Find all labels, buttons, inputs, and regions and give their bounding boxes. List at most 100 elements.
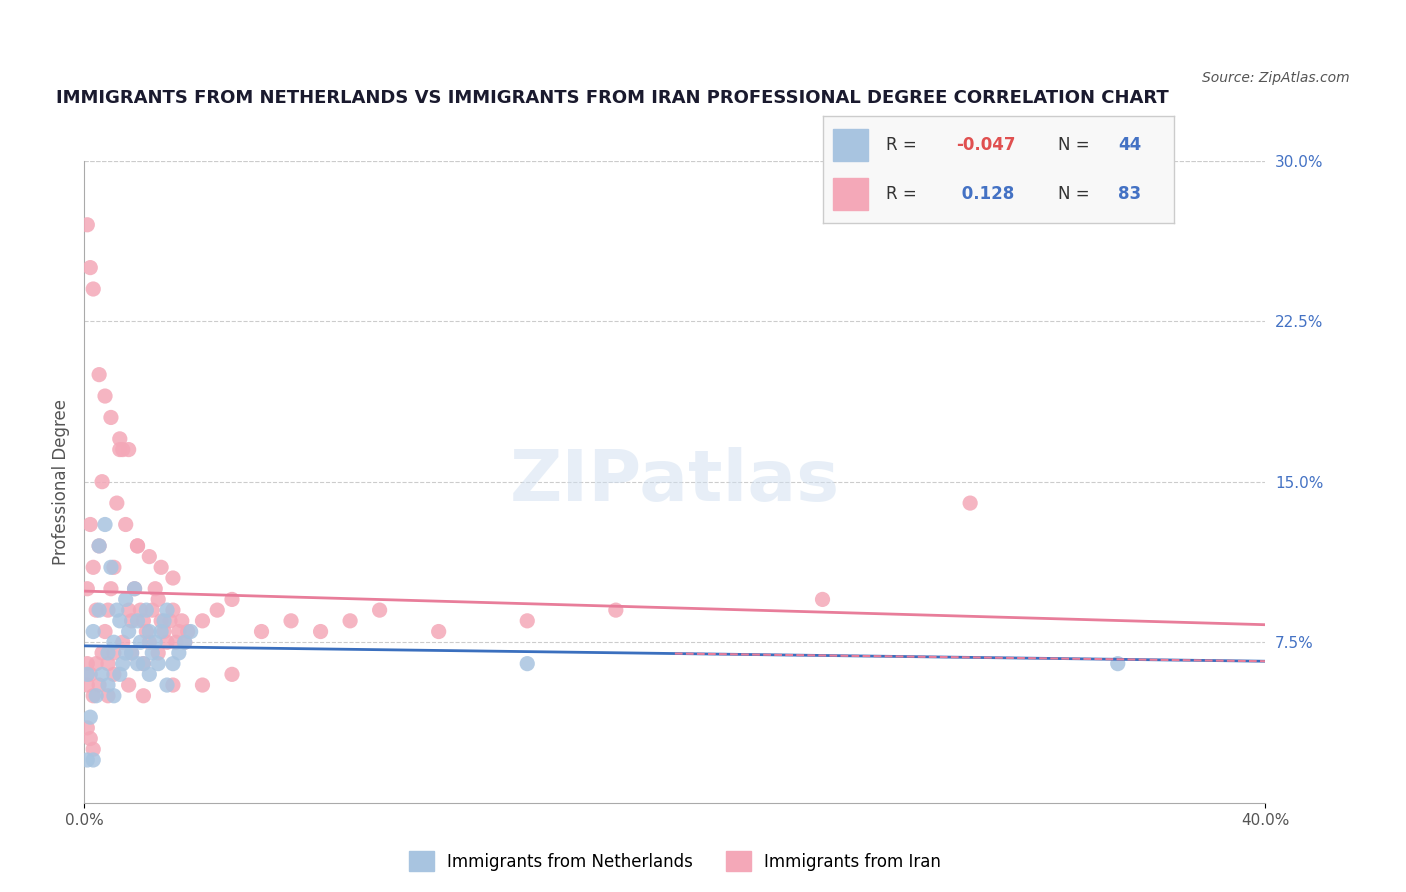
Text: N =: N = (1059, 136, 1095, 153)
Point (605, 603, 627, 617)
Point (118, 603, 141, 617)
Point (156, 603, 179, 617)
Point (114, 517, 136, 532)
Point (516, 614, 538, 628)
Point (111, 442, 134, 457)
Point (148, 592, 170, 607)
Point (89, 539, 111, 553)
Point (221, 667, 243, 681)
Point (89, 678, 111, 692)
Point (79, 517, 101, 532)
Point (84, 657, 107, 671)
Point (118, 442, 141, 457)
Point (108, 667, 131, 681)
Legend: Immigrants from Netherlands, Immigrants from Iran: Immigrants from Netherlands, Immigrants … (402, 845, 948, 878)
Point (129, 603, 152, 617)
Point (103, 635, 125, 649)
Point (76, 582, 98, 596)
Point (114, 646, 136, 660)
Point (118, 678, 141, 692)
Point (124, 582, 146, 596)
Point (100, 582, 122, 596)
Point (205, 603, 228, 617)
Point (105, 603, 128, 617)
Point (94, 517, 117, 532)
Point (94, 389, 117, 403)
Point (105, 496, 128, 510)
Point (91, 646, 114, 660)
Point (150, 560, 173, 574)
Point (132, 657, 155, 671)
Point (121, 614, 143, 628)
Point (111, 635, 134, 649)
Point (159, 614, 181, 628)
Point (170, 614, 193, 628)
Point (148, 646, 170, 660)
Point (135, 603, 157, 617)
Point (180, 624, 202, 639)
Point (173, 635, 195, 649)
Text: R =: R = (886, 136, 922, 153)
Point (1107, 657, 1129, 671)
Point (91, 475, 114, 489)
Point (97, 646, 120, 660)
Point (162, 571, 184, 585)
Bar (832, 128, 868, 161)
Point (138, 624, 160, 639)
Point (91, 667, 114, 681)
Point (127, 539, 149, 553)
Point (97, 603, 120, 617)
Point (135, 624, 157, 639)
Point (368, 603, 391, 617)
Point (108, 614, 131, 628)
Point (132, 689, 155, 703)
Point (89, 368, 111, 382)
Point (127, 657, 149, 671)
Bar (832, 178, 868, 211)
Point (84, 689, 107, 703)
Point (150, 624, 173, 639)
Point (138, 667, 160, 681)
Point (811, 592, 834, 607)
Point (100, 560, 122, 574)
Point (153, 624, 176, 639)
Point (191, 678, 214, 692)
Point (111, 657, 134, 671)
Point (97, 689, 120, 703)
Point (124, 582, 146, 596)
Point (108, 432, 131, 446)
Point (76, 218, 98, 232)
Point (177, 624, 200, 639)
Point (129, 635, 152, 649)
Point (94, 624, 117, 639)
Point (339, 614, 361, 628)
Text: N =: N = (1059, 186, 1095, 203)
Point (82, 282, 104, 296)
Point (82, 753, 104, 767)
Point (221, 592, 243, 607)
Point (76, 657, 98, 671)
Point (114, 592, 136, 607)
Point (76, 678, 98, 692)
Point (150, 614, 173, 628)
Point (82, 624, 104, 639)
Y-axis label: Professional Degree: Professional Degree (52, 399, 70, 565)
Text: -0.047: -0.047 (956, 136, 1015, 153)
Point (309, 624, 332, 639)
Point (138, 549, 160, 564)
Point (108, 442, 131, 457)
Text: IMMIGRANTS FROM NETHERLANDS VS IMMIGRANTS FROM IRAN PROFESSIONAL DEGREE CORRELAT: IMMIGRANTS FROM NETHERLANDS VS IMMIGRANT… (56, 89, 1168, 107)
Point (959, 496, 981, 510)
Point (143, 635, 166, 649)
Point (127, 539, 149, 553)
Text: 0.128: 0.128 (956, 186, 1014, 203)
Text: 83: 83 (1118, 186, 1140, 203)
Point (132, 614, 155, 628)
Point (103, 667, 125, 681)
Point (100, 410, 122, 425)
Point (121, 646, 143, 660)
Point (127, 614, 149, 628)
Point (141, 646, 163, 660)
Point (84, 603, 107, 617)
Point (76, 721, 98, 735)
